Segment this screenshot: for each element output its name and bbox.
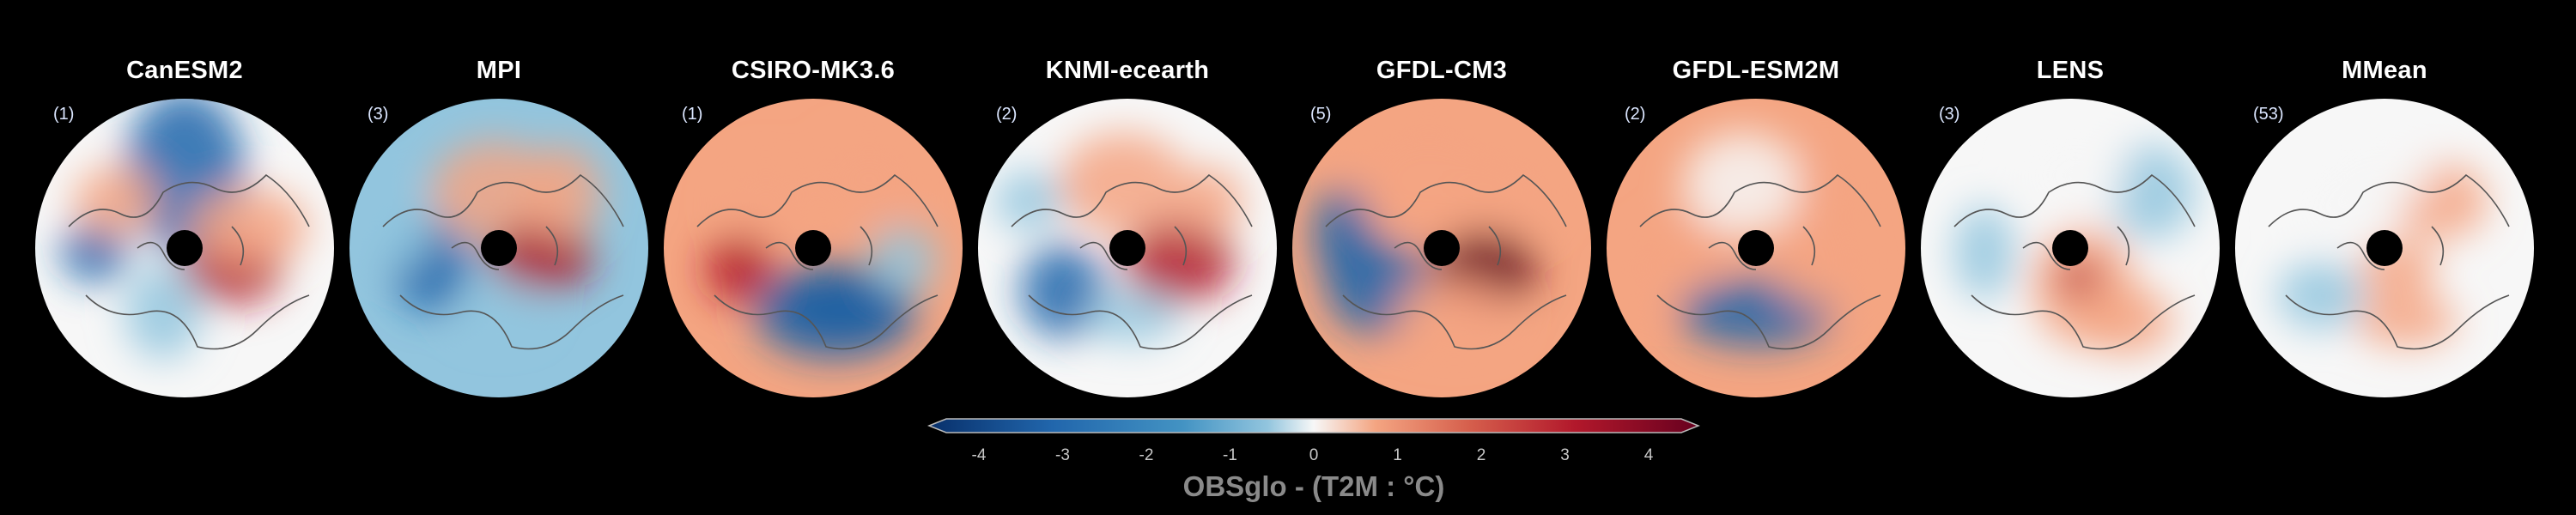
pole-hole xyxy=(1424,230,1460,266)
anomaly-region xyxy=(490,222,593,291)
pole-hole xyxy=(2052,230,2088,266)
colorbar-tick-label: 3 xyxy=(1560,446,1570,464)
anomaly-region xyxy=(2057,261,2100,295)
map-panel: GFDL-CM3 (5) xyxy=(1285,0,1599,429)
anomaly-region xyxy=(1623,235,1692,304)
pole-hole xyxy=(1109,230,1145,266)
pole-hole xyxy=(795,230,831,266)
anomaly-region xyxy=(994,171,1063,231)
ensemble-member-count: (2) xyxy=(996,105,1018,124)
panel-title: LENS xyxy=(2036,57,2105,84)
anomaly-region xyxy=(1123,218,1235,304)
polar-map xyxy=(1607,99,1905,397)
map-panel: CanESM2 (1) xyxy=(27,0,342,429)
anomaly-region xyxy=(817,136,920,222)
ensemble-member-count: (1) xyxy=(53,105,75,124)
colorbar-label: OBSglo - (T2M : °C) xyxy=(1182,470,1445,502)
ensemble-member-count: (2) xyxy=(1625,105,1646,124)
colorbar-tick-label: -4 xyxy=(971,446,987,464)
anomaly-region xyxy=(753,265,916,360)
anomaly-region xyxy=(1175,167,1243,235)
anomaly-region xyxy=(525,145,602,239)
polar-map xyxy=(1292,99,1591,397)
colorbar-tick-label: -1 xyxy=(1223,446,1237,464)
anomaly-region xyxy=(125,265,202,360)
anomaly-region xyxy=(1084,291,1179,342)
anomaly-region xyxy=(1313,188,1373,282)
coastline xyxy=(696,173,939,350)
polar-map xyxy=(1921,99,2220,397)
map-panel: CSIRO-MK3.6 (1) xyxy=(656,0,970,429)
pole-hole xyxy=(481,230,517,266)
panel-title: CSIRO-MK3.6 xyxy=(731,57,896,84)
panel-title: MPI xyxy=(476,57,522,84)
map-panel: MPI (3) xyxy=(342,0,656,429)
ensemble-member-count: (3) xyxy=(368,105,389,124)
panel-title: CanESM2 xyxy=(126,57,243,84)
panel-title: GFDL-ESM2M xyxy=(1672,57,1840,84)
colorbar-tick-label: -2 xyxy=(1139,446,1154,464)
anomaly-region xyxy=(2329,141,2432,209)
anomaly-region xyxy=(456,282,542,334)
colorbar-tick-label: -3 xyxy=(1055,446,1070,464)
anomaly-region xyxy=(1795,145,1863,222)
anomaly-region xyxy=(2079,287,2173,355)
coastline xyxy=(1325,173,1567,350)
coastline xyxy=(1011,173,1253,350)
anomaly-region xyxy=(1394,278,1515,347)
anomaly-region xyxy=(2023,132,2126,218)
colorbar-tick-label: 0 xyxy=(1309,446,1319,464)
anomaly-region xyxy=(706,235,775,304)
map-panel: GFDL-ESM2M (2) xyxy=(1599,0,1913,429)
ensemble-member-count: (53) xyxy=(2253,105,2284,124)
polar-map xyxy=(2235,99,2534,397)
colorbar-bar xyxy=(927,418,1701,433)
polar-map xyxy=(664,99,963,397)
polar-map xyxy=(978,99,1277,397)
panel-title: GFDL-CM3 xyxy=(1376,57,1508,84)
colorbar-tick-label: 1 xyxy=(1393,446,1402,464)
anomaly-region xyxy=(60,222,129,282)
anomaly-region xyxy=(2277,261,2363,330)
anomaly-region xyxy=(869,227,938,295)
panel-title: KNMI-ecearth xyxy=(1045,57,1210,84)
coastline xyxy=(68,173,310,350)
colorbar-tick-label: 2 xyxy=(1476,446,1486,464)
anomaly-region xyxy=(1020,244,1106,338)
anomaly-region xyxy=(1683,132,1803,235)
anomaly-region xyxy=(1773,214,1868,308)
coastline xyxy=(1953,173,2196,350)
anomaly-region xyxy=(366,184,434,270)
anomaly-region xyxy=(2354,295,2458,347)
ensemble-member-count: (1) xyxy=(682,105,703,124)
pole-hole xyxy=(2366,230,2403,266)
coastline xyxy=(2268,173,2510,350)
pole-hole xyxy=(1738,230,1774,266)
anomaly-region xyxy=(1472,149,1558,235)
polar-map xyxy=(35,99,334,397)
coastline xyxy=(382,173,624,350)
panel-title: MMean xyxy=(2342,57,2427,84)
anomaly-region xyxy=(2109,145,2195,239)
anomaly-region xyxy=(73,167,159,235)
anomaly-region xyxy=(430,141,559,244)
anomaly-region xyxy=(1356,119,1502,239)
colorbar: -4 -3 -2 -1 0 1 2 3 4 OBSglo - (T2M : °C) xyxy=(927,415,1701,510)
ensemble-member-count: (3) xyxy=(1939,105,1960,124)
map-panel: MMean (53) xyxy=(2227,0,2542,429)
map-panel: KNMI-ecearth (2) xyxy=(970,0,1285,429)
pole-hole xyxy=(167,230,203,266)
anomaly-region xyxy=(189,188,309,265)
polar-map xyxy=(349,99,648,397)
ensemble-member-count: (5) xyxy=(1310,105,1332,124)
colorbar-tick-label: 4 xyxy=(1643,446,1654,464)
coastline xyxy=(1639,173,1881,350)
anomaly-region xyxy=(723,162,809,239)
anomaly-region xyxy=(1954,205,2014,300)
map-panel: LENS (3) xyxy=(1913,0,2227,429)
